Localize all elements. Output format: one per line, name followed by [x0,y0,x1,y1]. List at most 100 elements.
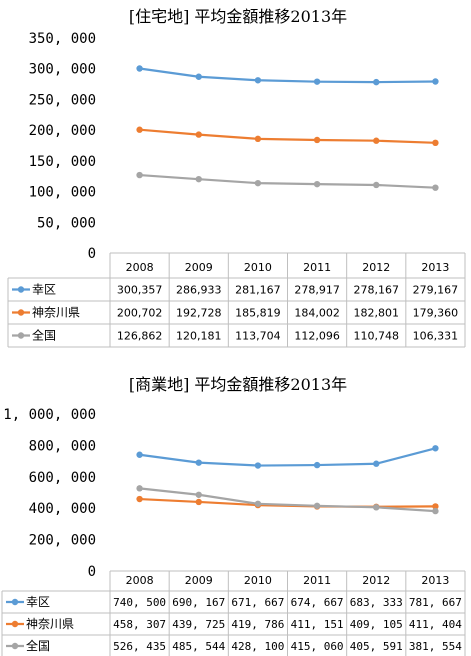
table-cell: 526, 435 [113,640,166,653]
table-cell: 200,702 [117,307,163,320]
table-cell: 278,167 [354,284,400,297]
y-tick-label: 50, 000 [37,215,96,231]
y-tick-label: 100, 000 [29,185,96,201]
y-tick-label: 0 [88,564,96,580]
data-point [195,498,202,506]
legend-marker [17,332,25,339]
table-cell: 112,096 [294,330,340,343]
data-point [136,171,143,179]
y-tick-label: 1, 000, 000 [3,407,96,423]
data-point [313,180,321,188]
data-point [373,78,380,86]
table-cell: 674, 667 [291,596,344,609]
legend-marker [11,620,19,628]
table-cell: 110,748 [354,330,400,343]
table-cell: 458, 307 [113,618,166,631]
y-tick-label: 600, 000 [29,470,96,486]
data-point [195,491,202,498]
table-cell: 182,801 [354,307,400,320]
x-category-label: 2008 [126,261,154,274]
data-point [136,126,143,133]
y-tick-label: 800, 000 [29,438,96,454]
data-point [254,462,262,469]
series-name: 幸区 [32,283,56,297]
y-tick-label: 250, 000 [29,92,96,108]
commercial-chart: [商業地] 平均金額推移2013年 0 200, 000 400, 000 600, 0… [1,375,466,656]
table-cell: 278,917 [294,284,340,297]
table-cell: 411, 404 [409,618,462,631]
x-category-label: 2012 [362,261,390,274]
y-tick-label: 200, 000 [29,533,96,549]
data-point [195,175,202,183]
x-category-label: 2012 [362,574,390,587]
x-category-label: 2009 [185,261,213,274]
table-cell: 381, 554 [409,640,462,653]
table-cell: 428, 100 [231,640,284,653]
x-category-label: 2008 [126,574,154,587]
data-point [254,135,262,143]
table-cell: 411, 151 [291,618,344,631]
table-cell: 740, 500 [113,596,166,609]
table-cell: 106,331 [413,330,459,343]
y-tick-label: 0 [88,246,96,262]
data-point [254,500,262,507]
table-cell: 409, 105 [350,618,403,631]
series-name: 全国 [26,638,50,653]
data-point [195,73,202,80]
table-cell: 179,360 [413,307,459,320]
table-cell: 485, 544 [172,640,225,653]
series-line [139,447,436,467]
data-point [432,445,439,452]
series-name: 神奈川県 [32,306,80,320]
y-tick-label: 200, 000 [29,123,96,139]
y-tick-label: 300, 000 [29,62,96,78]
table-cell: 415, 060 [291,640,344,653]
series-line [139,128,436,144]
table-cell: 279,167 [413,284,459,297]
x-category-label: 2013 [421,261,449,274]
table-cell: 192,728 [176,307,222,320]
table-cell: 439, 725 [172,618,225,631]
x-category-label: 2010 [244,574,272,587]
table-cell: 113,704 [235,330,281,343]
data-point [136,65,143,72]
x-category-label: 2013 [421,574,449,587]
series-name: 幸区 [26,595,50,609]
data-point [373,137,380,144]
series-line [139,67,436,84]
data-point [136,451,143,458]
table-cell: 419, 786 [231,618,284,631]
data-point [373,504,380,511]
data-point [373,460,380,467]
data-point [136,495,143,503]
y-tick-label: 400, 000 [29,501,96,517]
chart-title: [住宅地] 平均金額推移2013年 [129,7,347,26]
data-point [373,181,380,189]
data-point [432,139,439,147]
table-cell: 185,819 [235,307,281,320]
table-cell: 671, 667 [231,596,284,609]
x-category-label: 2011 [303,574,331,587]
series-name: 全国 [32,328,56,343]
table-cell: 281,167 [235,284,281,297]
data-point [313,502,321,510]
series-line [139,487,436,513]
series-line [139,173,436,189]
table-cell: 690, 167 [172,596,225,609]
legend-marker [17,309,25,316]
table-cell: 126,862 [117,330,163,343]
table-cell: 781, 667 [409,596,462,609]
legend-marker [17,286,25,293]
data-point [432,184,439,191]
legend-marker [11,598,19,606]
chart-title: [商業地] 平均金額推移2013年 [129,375,347,394]
y-tick-label: 350, 000 [29,31,96,47]
table-cell: 405, 591 [350,640,403,653]
data-point [313,78,321,85]
data-point [254,179,262,187]
data-point [195,459,202,466]
table-cell: 120,181 [176,330,222,343]
table-cell: 683, 333 [350,596,403,609]
data-point [432,78,439,85]
data-point [432,507,439,515]
